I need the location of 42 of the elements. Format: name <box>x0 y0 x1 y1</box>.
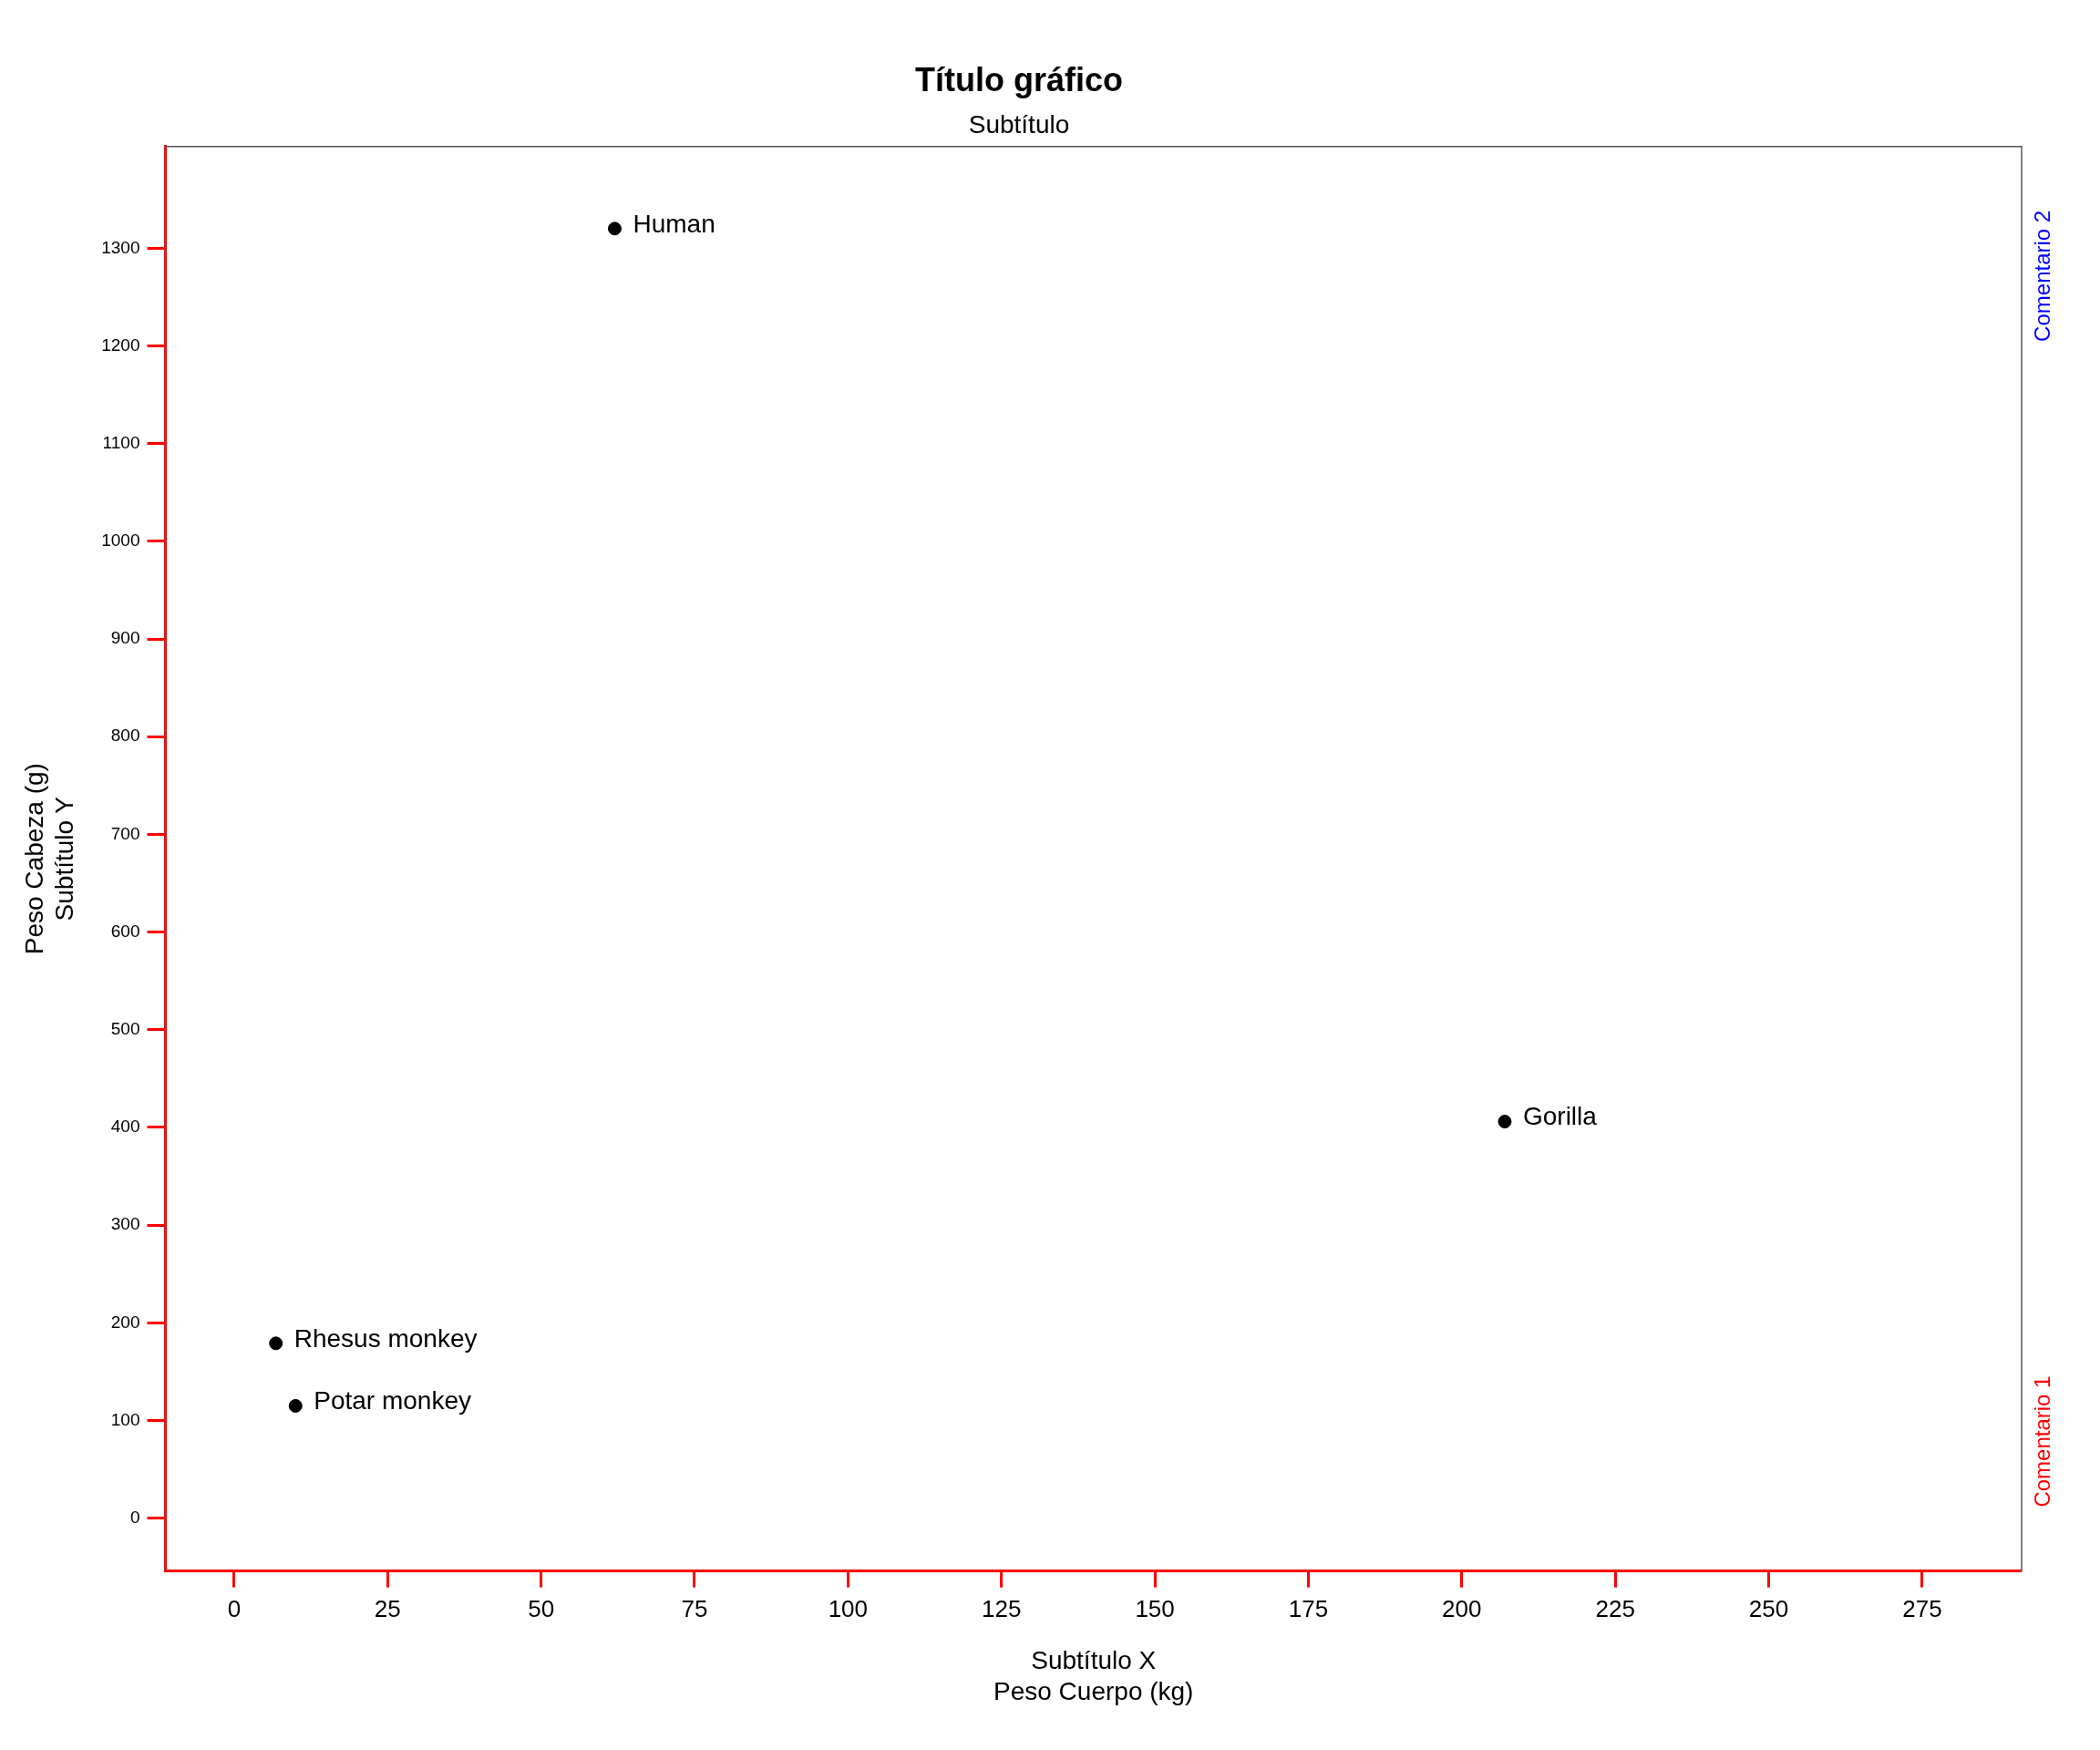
y-tick-label: 800 <box>110 726 140 746</box>
x-tick-label: 275 <box>1902 1595 1942 1623</box>
y-tick-label: 0 <box>129 1507 140 1527</box>
x-tick-label: 75 <box>681 1595 708 1623</box>
y-tick-label: 300 <box>110 1214 140 1234</box>
y-tick-label: 500 <box>110 1019 140 1039</box>
x-tick-label: 200 <box>1442 1595 1482 1623</box>
y-tick-label: 600 <box>110 921 140 941</box>
x-tick-label: 150 <box>1135 1595 1175 1623</box>
chart-title: Título gráfico <box>915 60 1123 98</box>
x-tick-label: 175 <box>1288 1595 1329 1623</box>
y-tick-label: 1300 <box>101 237 140 257</box>
y-tick-label: 1100 <box>102 432 140 452</box>
y-tick-label: 400 <box>110 1117 140 1137</box>
y-tick-label: 900 <box>110 628 140 648</box>
y-tick-label: 200 <box>110 1312 140 1332</box>
text: Comentario 2 <box>2029 210 2054 342</box>
y-tick-label: 1000 <box>101 530 140 551</box>
text: Comentario 1 <box>2029 1375 2054 1508</box>
x-tick-label: 25 <box>374 1595 401 1623</box>
x-axis-title: Peso Cuerpo (kg) <box>993 1676 1194 1705</box>
point <box>607 221 622 236</box>
x-tick-label: 100 <box>828 1595 869 1623</box>
point <box>288 1398 303 1413</box>
annotation: Potar monkey <box>314 1386 471 1415</box>
chart-subtitle: Subtítulo <box>968 109 1070 139</box>
point <box>269 1336 283 1351</box>
y-tick-label: 1200 <box>101 335 140 355</box>
annotation: Human <box>633 209 715 238</box>
x-tick-label: 50 <box>528 1595 555 1623</box>
y-tick-label: 100 <box>110 1409 140 1429</box>
text: Subtítulo Y <box>50 796 79 921</box>
annotation: Gorilla <box>1522 1102 1598 1131</box>
x-tick-label: 0 <box>227 1595 242 1623</box>
y-tick-label: 700 <box>110 823 140 843</box>
x-tick-label: 250 <box>1748 1595 1789 1623</box>
annotation: Rhesus monkey <box>293 1323 478 1353</box>
x-tick-label: 125 <box>982 1595 1022 1623</box>
text: Subtítulo X <box>1031 1646 1157 1675</box>
x-tick-label: 225 <box>1595 1595 1635 1623</box>
y-axis-title: Peso Cabeza (g) <box>19 763 48 955</box>
point <box>1498 1115 1512 1129</box>
